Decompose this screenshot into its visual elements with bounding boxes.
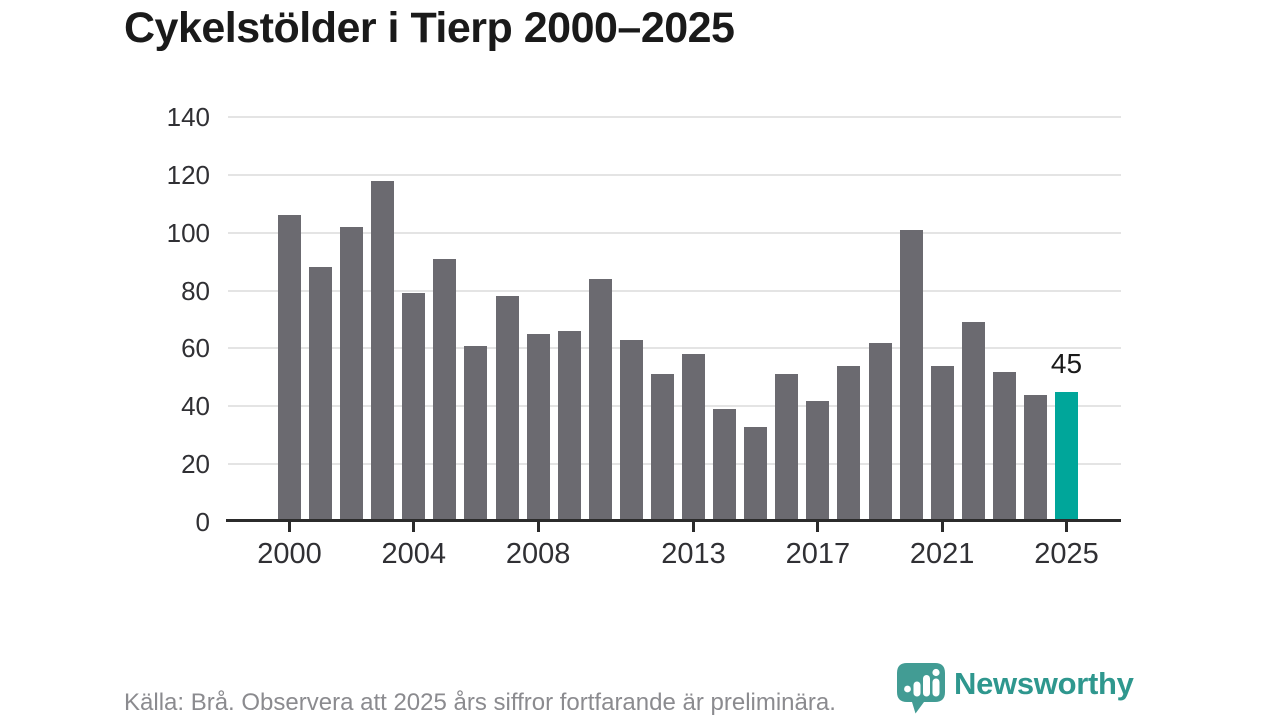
bar-2012 [650,374,674,522]
y-axis-label-0: 0 [195,507,210,537]
bar-2000 [278,215,301,522]
y-axis-label-40: 40 [181,391,210,422]
speech-bubble-bar-chart-icon [897,663,945,714]
newsworthy-logo: Newsworthy [896,662,1134,714]
x-axis-label-2025: 2025 [1034,538,1099,570]
y-axis-label-100: 100 [166,217,210,248]
x-axis-label-2013: 2013 [661,538,726,570]
bar-2025 [1055,391,1078,522]
gridline-100 [228,231,1121,234]
y-axis-label-140: 140 [166,102,210,132]
x-tick-2021 [940,522,944,532]
bar-2022 [961,322,985,522]
bar-2008 [526,333,550,522]
bar-2023 [992,371,1016,522]
x-tick-2013 [692,522,696,532]
source-note: Källa: Brå. Observera att 2025 års siffr… [124,689,836,716]
y-axis-label-80: 80 [181,275,210,306]
x-axis-line [226,519,1121,522]
bar-2004 [402,293,426,522]
bar-2017 [806,400,830,522]
gridline-120 [228,173,1121,176]
bar-2011 [619,339,643,522]
x-axis-label-2008: 2008 [505,538,571,570]
bar-2007 [495,296,519,522]
bar-2024 [1023,394,1047,522]
x-tick-2000 [288,522,291,532]
bar-2021 [930,365,954,522]
bar-2013 [682,354,706,522]
bar-2018 [837,365,861,522]
bar-2003 [371,180,395,522]
gridline-60 [228,347,1121,350]
x-axis-label-2000: 2000 [257,538,322,570]
bar-2014 [713,409,737,522]
bar-2016 [775,374,799,522]
x-tick-2025 [1065,522,1068,532]
bar-2005 [433,258,457,522]
bar-2015 [744,426,768,522]
bar-2001 [309,267,333,522]
chart-title: Cykelstölder i Tierp 2000–2025 [124,4,735,52]
y-axis-label-20: 20 [181,449,210,480]
y-axis-label-120: 120 [166,159,210,190]
newsworthy-logo-text: Newsworthy [954,665,1134,701]
x-axis-label-2021: 2021 [909,538,975,570]
gridline-140 [228,116,1121,118]
gridline-40 [228,405,1121,408]
x-tick-2004 [412,522,416,532]
gridline-80 [228,289,1121,292]
gridline-20 [228,463,1121,466]
bar-2009 [557,331,581,522]
x-tick-2017 [816,522,820,532]
bar-2002 [340,226,364,522]
x-axis-label-2004: 2004 [381,538,447,570]
bar-value-label: 45 [1050,347,1083,379]
plot-area: 0 20 40 60 80 100 120 140 45 2000 2004 2008 2013 2017… [167,102,1121,570]
y-axis-label-60: 60 [181,333,210,364]
x-tick-2008 [536,522,540,532]
bar-2020 [899,229,923,522]
bar-2010 [588,279,612,522]
bar-2019 [868,342,892,522]
bar-2006 [464,345,488,522]
x-axis-label-2017: 2017 [785,538,851,570]
